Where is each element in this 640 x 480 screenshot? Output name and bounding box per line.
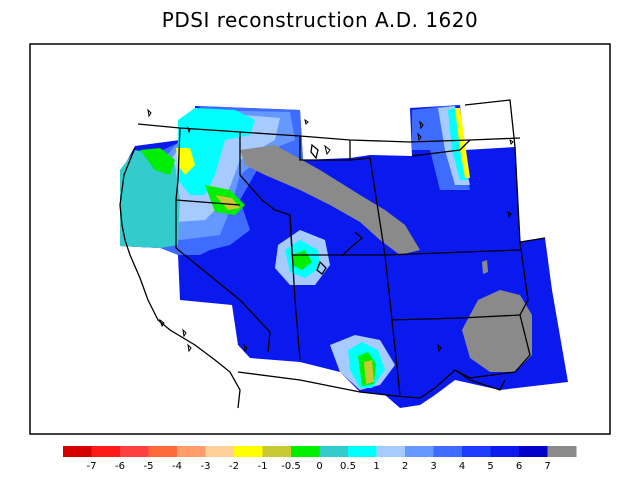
legend-swatch [376, 446, 406, 457]
coastline [119, 147, 241, 409]
legend-swatch [519, 446, 548, 457]
legend-swatch [490, 446, 520, 457]
border-oklahoma [454, 314, 531, 379]
no-data-region-spot [482, 260, 488, 274]
small-lakes [147, 108, 514, 353]
legend-tick-label: 4 [459, 461, 465, 472]
border-kansas [519, 241, 529, 316]
border-oregon-idaho [175, 127, 241, 206]
legend-tick-label: -4 [172, 461, 182, 472]
legend-tick-label: 1 [373, 461, 379, 472]
legend-tick-labels: -7 -6 -5 -4 -3 -2 -1 -0.5 0 0.5 1 2 3 4 5 6 7 [87, 461, 551, 472]
legend-swatch [148, 446, 178, 457]
border-mexico [237, 369, 456, 399]
legend-tick-label: -2 [229, 461, 239, 472]
legend-tick-label: -5 [144, 461, 154, 472]
legend-swatch [205, 446, 235, 457]
legend-tick-label: -7 [87, 461, 97, 472]
legend-swatch [405, 446, 434, 457]
border-colorado-nm [391, 314, 521, 321]
legend-swatch [462, 446, 491, 457]
lake-yellowstone [341, 231, 363, 257]
legend-swatch [291, 446, 320, 457]
legend-swatch [262, 446, 292, 457]
legend-tick-label: 6 [516, 461, 522, 472]
legend-tick-label: 3 [430, 461, 436, 472]
map-frame [29, 43, 611, 435]
border-dakotas [411, 139, 471, 157]
legend-colorbar [63, 446, 577, 457]
border-wyoming [349, 140, 386, 256]
legend-swatch [63, 446, 92, 457]
legend-tick-label: -1 [258, 461, 268, 472]
legend-tick-label: -0.5 [281, 461, 301, 472]
no-data-region-southeast [462, 290, 532, 372]
border-montana-wyoming [299, 136, 350, 161]
legend-tick-label: -3 [201, 461, 211, 472]
border-california-nevada [175, 200, 271, 353]
legend-swatch [433, 446, 463, 457]
legend-swatch [319, 446, 349, 457]
international-border [137, 123, 521, 143]
legend-swatch [91, 446, 121, 457]
border-ne-corner [464, 99, 516, 148]
legend-swatch [547, 446, 577, 457]
border-nevada-utah [289, 214, 301, 361]
lake-great-salt [316, 260, 327, 275]
border-nebraska [514, 146, 546, 243]
pdsi-field [120, 105, 568, 408]
legend-tick-label: 5 [487, 461, 493, 472]
legend-tick-label: -6 [115, 461, 125, 472]
legend-swatch [120, 446, 149, 457]
pdsi-region-teal-west [120, 150, 180, 248]
legend-swatch [234, 446, 263, 457]
border-texas [454, 369, 506, 391]
pdsi-region-olive-south [364, 360, 374, 384]
no-data-region-north [240, 145, 420, 255]
pdsi-region-yellow-north [176, 148, 195, 175]
pdsi-region-olive-idaho [215, 195, 240, 210]
legend-tick-label: 2 [402, 461, 408, 472]
state-boundaries [119, 99, 546, 409]
map-title: PDSI reconstruction A.D. 1620 [161, 8, 479, 32]
legend-tick-label: 0.5 [340, 461, 356, 472]
legend-tick-label: 0 [316, 461, 322, 472]
pdsi-region-yellow-ne [455, 108, 470, 178]
legend-tick-label: 7 [544, 461, 550, 472]
pdsi-region-green-north [140, 148, 175, 175]
legend-swatch [348, 446, 377, 457]
lake-flathead [310, 143, 319, 160]
legend-swatch [177, 446, 206, 457]
